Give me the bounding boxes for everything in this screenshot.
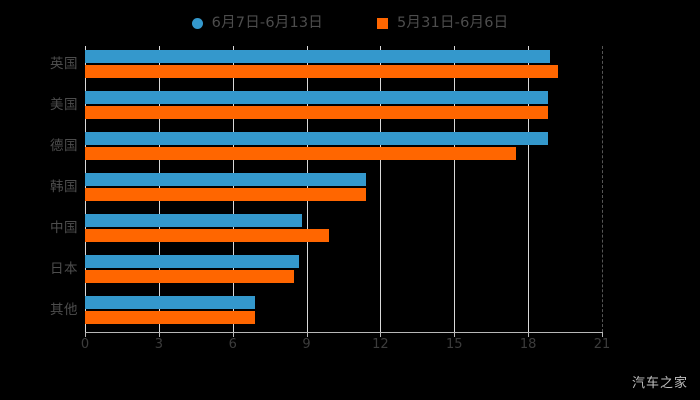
y-axis-category-labels: 英国美国德国韩国中国日本其他	[8, 46, 78, 332]
x-tick-mark	[528, 332, 530, 337]
bar-其他-series-2[interactable]	[85, 310, 255, 324]
x-tick-label: 21	[593, 337, 611, 352]
x-tick-label: 15	[446, 337, 463, 352]
x-tick-mark	[306, 332, 308, 337]
category-label-美国: 美国	[50, 97, 78, 114]
legend-label-series-1: 6月7日-6月13日	[211, 14, 323, 31]
category-label-其他: 其他	[50, 301, 78, 318]
category-label-韩国: 韩国	[50, 179, 78, 195]
bar-英国-series-1[interactable]	[85, 50, 551, 64]
x-tick-mark	[158, 332, 160, 337]
legend-entry-series-1[interactable]: 6月7日-6月13日	[191, 14, 323, 31]
x-tick-mark	[85, 332, 86, 337]
bar-中国-series-2[interactable]	[85, 228, 329, 242]
x-axis-line	[85, 332, 603, 333]
x-tick-label: 6	[228, 337, 237, 352]
bar-日本-series-1[interactable]	[85, 254, 300, 268]
bar-美国-series-2[interactable]	[85, 106, 548, 120]
bar-韩国-series-1[interactable]	[85, 173, 366, 186]
gridline	[380, 46, 382, 332]
legend-swatch-square-icon	[377, 17, 388, 29]
watermark-label: 汽车之家	[631, 376, 688, 391]
x-tick-label: 18	[519, 337, 537, 352]
x-tick-mark	[454, 332, 456, 337]
gridline	[528, 46, 530, 332]
x-tick-mark	[232, 332, 234, 337]
category-label-德国: 德国	[50, 138, 78, 155]
x-tick-label: 9	[302, 337, 311, 352]
x-tick-mark	[602, 332, 603, 337]
legend-label-series-2: 5月31日-6月6日	[397, 14, 509, 31]
gridline	[602, 46, 603, 332]
bar-韩国-series-2[interactable]	[85, 188, 366, 201]
bar-德国-series-2[interactable]	[85, 147, 516, 161]
x-tick-label: 0	[80, 337, 90, 352]
plot-area	[85, 46, 603, 332]
bar-英国-series-2[interactable]	[85, 65, 558, 79]
bar-其他-series-1[interactable]	[85, 295, 255, 309]
chart-legend: 6月7日-6月13日 5月31日-6月6日	[0, 10, 700, 36]
legend-swatch-circle-icon	[191, 17, 203, 29]
category-label-英国: 英国	[50, 56, 78, 73]
gridline	[454, 46, 456, 332]
bar-美国-series-1[interactable]	[85, 91, 548, 105]
legend-entry-series-2[interactable]: 5月31日-6月6日	[377, 16, 508, 31]
x-tick-label: 3	[154, 337, 163, 352]
x-tick-mark	[380, 332, 382, 337]
bar-日本-series-2[interactable]	[85, 269, 295, 283]
category-label-日本: 日本	[50, 260, 78, 277]
bar-德国-series-1[interactable]	[85, 132, 548, 146]
category-label-中国: 中国	[50, 219, 78, 236]
x-tick-label: 12	[372, 337, 389, 352]
bar-中国-series-1[interactable]	[85, 213, 302, 227]
